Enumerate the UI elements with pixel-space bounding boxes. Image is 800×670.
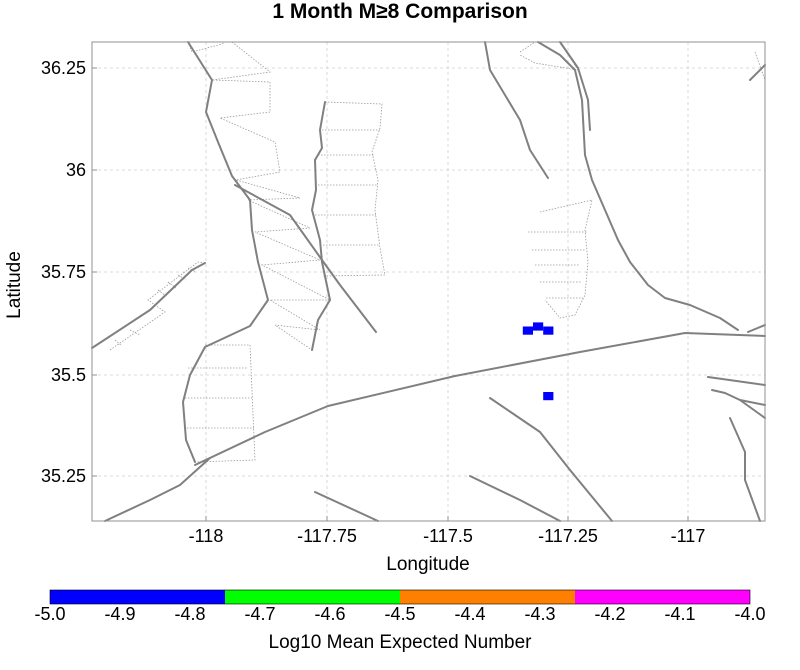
lat-tick-label: 35.75 — [41, 262, 86, 282]
lon-tick-label: -117.5 — [423, 526, 473, 546]
colorbar-tick-label: -4.5 — [384, 604, 416, 624]
x-axis-label: Longitude — [386, 554, 469, 575]
lat-tick-label: 35.5 — [51, 365, 86, 385]
colorbar-segment — [400, 590, 575, 604]
fault-traces — [91, 41, 766, 522]
forecast-cells — [522, 322, 554, 401]
tick-marks — [92, 67, 689, 521]
colorbar-label: Log10 Mean Expected Number — [268, 632, 532, 653]
colorbar-tick-label: -4.7 — [244, 604, 276, 624]
colorbar-tick-label: -4.2 — [594, 604, 626, 624]
colorbar-tick-label: -4.0 — [734, 604, 766, 624]
colorbar-tick-label: -4.9 — [104, 604, 136, 624]
forecast-cell — [543, 326, 554, 335]
colorbar-tick-label: -4.6 — [314, 604, 346, 624]
colorbar-tick-label: -4.4 — [454, 604, 486, 624]
colorbar-tick-label: -5.0 — [34, 604, 66, 624]
forecast-cell — [522, 326, 533, 335]
lon-tick-label: -118 — [189, 526, 224, 546]
lat-tick-label: 36 — [66, 160, 86, 180]
colorbar-frame — [49, 589, 751, 605]
lat-tick-label: 35.25 — [41, 466, 86, 486]
y-axis-label: Latitude — [4, 251, 25, 319]
forecast-cell — [543, 392, 554, 401]
lat-tick-label: 36.25 — [41, 58, 86, 78]
lon-tick-label: -117.25 — [538, 526, 598, 546]
lon-tick-label: -117 — [671, 526, 706, 546]
colorbar-tick-labels: -5.0 -4.9 -4.8 -4.7 -4.6 -4.5 -4.4 -4.3 -4.2 -4.1… — [0, 604, 800, 626]
colorbar — [50, 590, 750, 604]
colorbar-segment — [225, 590, 400, 604]
colorbar-segment — [575, 590, 750, 604]
colorbar-tick-label: -4.1 — [664, 604, 696, 624]
grid-lines — [92, 42, 765, 521]
plot-frame — [91, 41, 766, 522]
forecast-cell — [533, 322, 544, 331]
colorbar-segment — [50, 590, 225, 604]
colorbar-tick-label: -4.8 — [174, 604, 206, 624]
fault-surface-outlines — [109, 41, 766, 463]
chart-title: 1 Month M≥8 Comparison — [272, 0, 528, 23]
lon-tick-label: -117.75 — [297, 526, 357, 546]
colorbar-tick-label: -4.3 — [524, 604, 556, 624]
